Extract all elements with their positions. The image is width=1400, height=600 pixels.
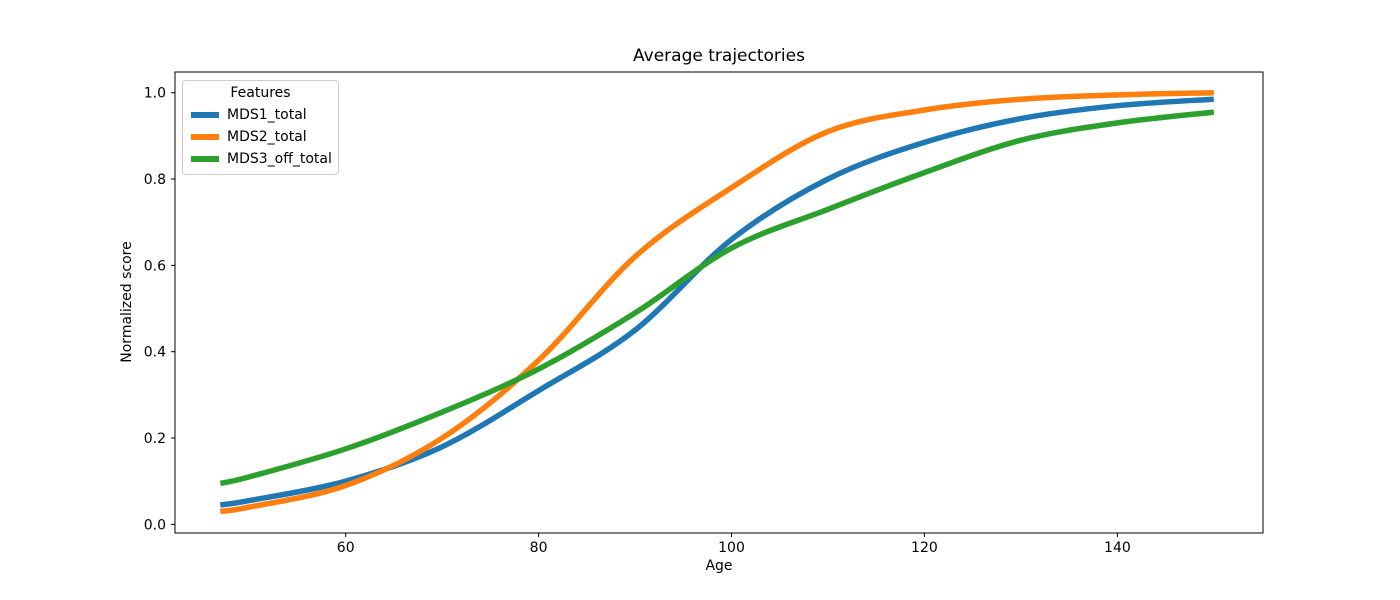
legend-swatch-MDS3_off_total [191, 156, 219, 162]
y-tick-label: 0.4 [144, 345, 166, 361]
curve-MDS2_total [219, 89, 1214, 515]
y-tick-label: 1.0 [144, 86, 166, 102]
chart-title: Average trajectories [633, 46, 805, 66]
x-tick-label: 60 [337, 540, 355, 556]
legend-item-label: MDS3_off_total [227, 151, 332, 167]
y-tick-label: 0.0 [144, 517, 166, 533]
x-tick-label: 80 [530, 540, 548, 556]
x-tick-label: 100 [718, 540, 745, 556]
legend-item-label: MDS1_total [227, 107, 307, 123]
y-tick-label: 0.2 [144, 431, 166, 447]
y-tick-label: 0.8 [144, 172, 166, 188]
legend-swatch-MDS1_total [191, 112, 219, 118]
x-tick-label: 120 [911, 540, 938, 556]
legend-item: MDS2_total [191, 126, 330, 148]
y-axis-label: Normalized score [119, 241, 135, 363]
x-axis-label: Age [705, 558, 733, 574]
axes-frame [174, 71, 1264, 534]
x-tick-label: 140 [1104, 540, 1131, 556]
curve-MDS1_total [219, 96, 1214, 508]
legend-item-label: MDS2_total [227, 129, 307, 145]
legend-item: MDS3_off_total [191, 148, 332, 170]
y-tick-label: 0.6 [144, 258, 166, 274]
curve-MDS3_off_total [219, 109, 1215, 487]
legend-swatch-MDS2_total [191, 134, 219, 140]
legend: Features MDS1_total MDS2_total MDS3_off_to… [182, 80, 339, 175]
legend-items: MDS1_total MDS2_total MDS3_off_total [191, 104, 332, 170]
legend-title: Features [230, 85, 291, 101]
legend-item: MDS1_total [191, 104, 330, 126]
